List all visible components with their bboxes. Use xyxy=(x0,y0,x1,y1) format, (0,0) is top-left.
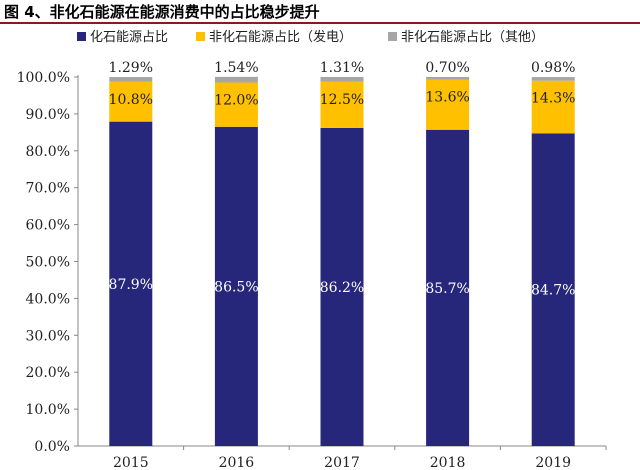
y-tick-label: 10.0% xyxy=(26,402,70,418)
bar-segment-1 xyxy=(426,129,470,446)
data-label: 0.70% xyxy=(425,60,469,76)
y-tick-label: 50.0% xyxy=(26,255,70,271)
y-tick-label: 0.0% xyxy=(34,439,70,455)
y-tick-label: 20.0% xyxy=(26,365,70,381)
data-label: 87.9% xyxy=(109,277,153,293)
bar-segment-2 xyxy=(214,82,258,127)
title-bar: 图 4、非化石能源在能源消费中的占比稳步提升 xyxy=(0,0,640,24)
data-label: 84.7% xyxy=(531,283,575,299)
data-label: 86.5% xyxy=(214,279,258,295)
bar-segment-3 xyxy=(426,77,470,80)
legend-swatch-1 xyxy=(77,32,86,41)
y-tick-label: 70.0% xyxy=(26,181,70,197)
bar-segment-3 xyxy=(109,77,153,82)
bar-segment-3 xyxy=(320,76,364,82)
stacked-bar-chart: 化石能源占比 非化石能源占比（发电） 非化石能源占比（其他） 0.0% 10.0% 20… xyxy=(17,29,607,470)
data-label: 14.3% xyxy=(531,91,575,107)
figure-title: 图 4、非化石能源在能源消费中的占比稳步提升 xyxy=(4,3,320,21)
data-label: 10.8% xyxy=(109,92,153,108)
data-label: 1.31% xyxy=(320,60,364,76)
bar-segment-2 xyxy=(109,81,153,122)
axes: 0.0% 10.0% 20.0% 30.0% 40.0% 50.0% 60.0% 70.0% 8… xyxy=(17,70,607,470)
bar-segment-2 xyxy=(531,80,575,134)
data-label: 12.5% xyxy=(320,92,364,108)
y-tick-label: 40.0% xyxy=(26,291,70,307)
legend-label-3: 非化石能源占比（其他） xyxy=(401,30,544,45)
y-tick-label: 60.0% xyxy=(26,218,70,234)
data-label: 0.98% xyxy=(531,60,575,76)
bar-segment-3 xyxy=(214,76,258,83)
legend-swatch-3 xyxy=(388,32,397,41)
bar-segment-1 xyxy=(109,121,153,447)
legend-label-2: 非化石能源占比（发电） xyxy=(209,29,352,45)
y-tick-label: 90.0% xyxy=(26,107,70,123)
data-label: 12.0% xyxy=(214,93,258,109)
bar-segment-1 xyxy=(531,133,575,446)
data-label: 1.29% xyxy=(109,60,153,76)
x-tick-label: 2018 xyxy=(430,455,466,470)
bar-segment-2 xyxy=(426,79,470,130)
data-label: 86.2% xyxy=(320,280,364,296)
legend-swatch-2 xyxy=(196,32,205,41)
data-label: 1.54% xyxy=(214,60,258,76)
y-tick-label: 80.0% xyxy=(26,144,70,160)
x-tick-label: 2016 xyxy=(219,455,255,470)
bar-segment-1 xyxy=(214,126,258,446)
y-tick-label: 30.0% xyxy=(26,328,70,344)
bars xyxy=(109,76,575,447)
x-tick-label: 2019 xyxy=(535,455,571,470)
title-rule xyxy=(0,22,640,24)
data-labels: 87.9% 10.8% 1.29% 86.5% 12.0% 1.54% 86.2% 12.5%… xyxy=(109,60,576,299)
x-tick-label: 2015 xyxy=(113,455,149,470)
data-label: 85.7% xyxy=(425,281,469,297)
legend-label-1: 化石能源占比 xyxy=(90,30,168,45)
bar-segment-2 xyxy=(320,81,364,128)
x-tick-label: 2017 xyxy=(324,455,360,470)
y-tick-label: 100.0% xyxy=(17,70,70,86)
data-label: 13.6% xyxy=(425,90,469,106)
bar-segment-1 xyxy=(320,127,364,446)
bar-segment-3 xyxy=(531,77,575,81)
legend: 化石能源占比 非化石能源占比（发电） 非化石能源占比（其他） xyxy=(77,29,544,45)
